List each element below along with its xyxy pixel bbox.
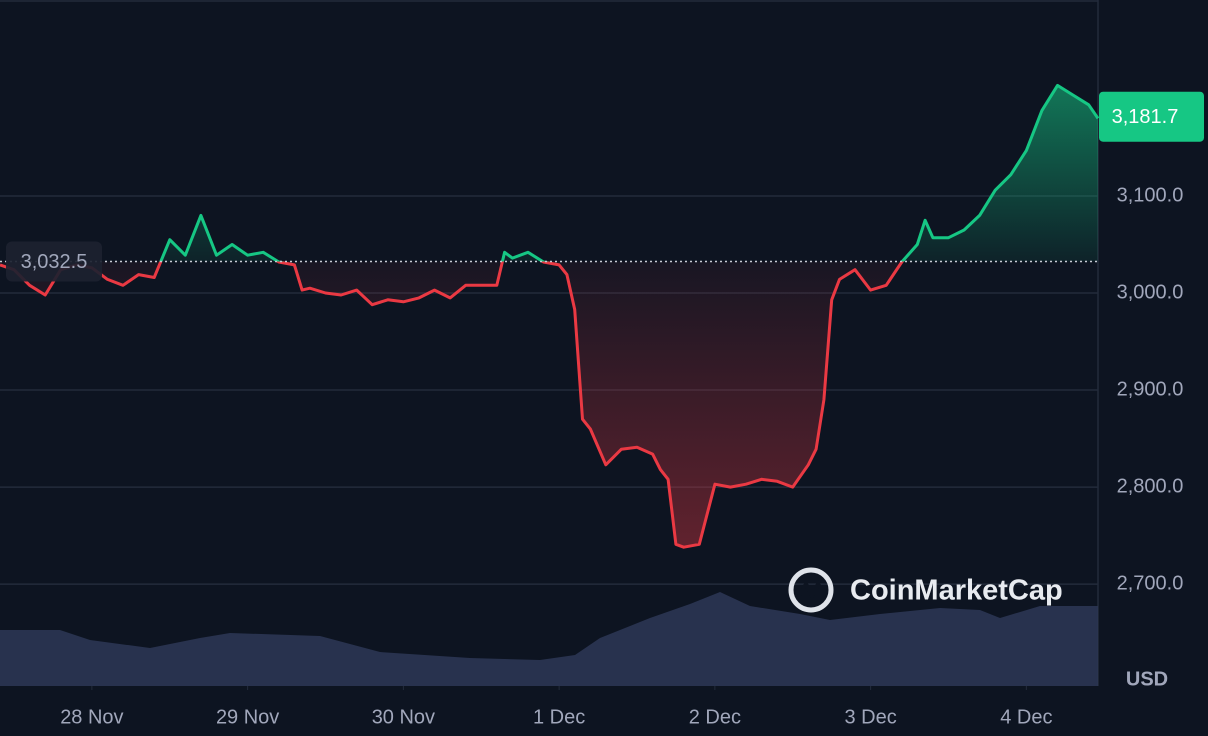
watermark-text: CoinMarketCap [850,575,1063,607]
y-tick-label: 2,800.0 [1117,475,1184,497]
y-tick-label: 3,000.0 [1117,281,1184,303]
watermark-logo-mark [796,579,828,601]
baseline-label-box [6,241,102,282]
watermark: CoinMarketCap [788,567,1063,613]
y-tick-label: 2,900.0 [1117,378,1184,400]
baseline-label: 3,032.5 [21,251,88,273]
last-price-label: 3,181.7 [1112,106,1179,128]
currency-label: USD [1126,668,1168,690]
last-price-box [1099,91,1204,142]
x-tick-label: 28 Nov [60,706,123,728]
x-tick-label: 29 Nov [216,706,279,728]
watermark-logo [788,567,834,613]
x-tick-label: 1 Dec [533,706,585,728]
x-tick-label: 4 Dec [1000,706,1052,728]
price-area [0,85,1098,548]
y-tick-label: 3,100.0 [1117,184,1184,206]
x-tick-label: 3 Dec [844,706,896,728]
x-tick-label: 2 Dec [689,706,741,728]
volume-area [0,592,1098,686]
price-line [0,83,1100,549]
x-tick-label: 30 Nov [372,706,435,728]
y-tick-label: 2,700.0 [1117,572,1184,594]
